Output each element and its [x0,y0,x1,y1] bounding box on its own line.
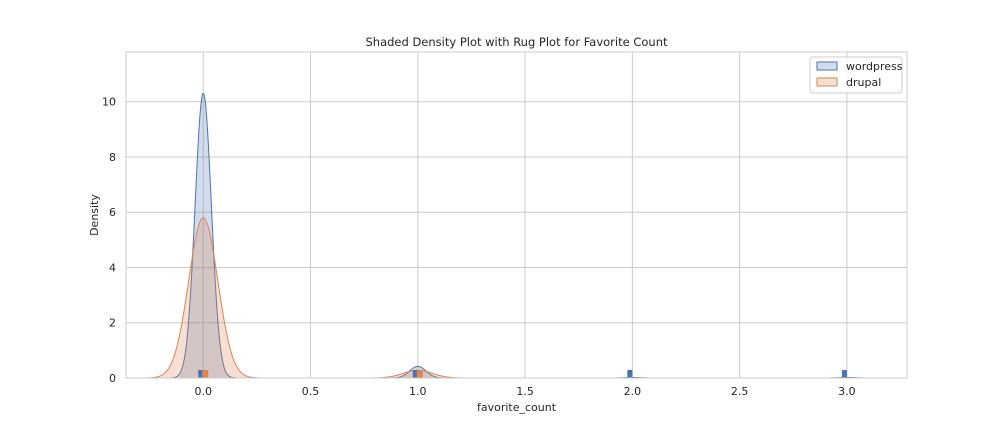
legend-label-wordpress: wordpress [846,60,903,73]
legend-swatch-drupal [816,77,838,87]
legend-box [809,56,903,94]
x-tick-label: 0.0 [194,385,212,398]
y-tick-label: 6 [109,206,116,219]
rug-mark-drupal [417,370,423,378]
x-tick-label: 3.0 [838,385,856,398]
x-tick-label: 1.5 [516,385,534,398]
x-tick-label: 1.0 [409,385,427,398]
x-axis-ticks: 0.0 0.5 1.0 1.5 2.0 2.5 3.0 [194,385,855,398]
y-tick-label: 0 [109,372,116,385]
rug-mark-wordpress [412,370,418,378]
rug-mark-wordpress [627,370,633,378]
rug-plot [198,370,847,378]
x-tick-label: 2.0 [624,385,642,398]
chart-title: Shaded Density Plot with Rug Plot for Fa… [365,35,667,49]
rug-mark-drupal [203,370,209,378]
y-axis-ticks: 0 2 4 6 8 10 [102,96,116,385]
rug-overlap-mark [416,370,419,378]
y-tick-label: 8 [109,151,116,164]
legend: wordpress drupal [809,56,903,94]
plot-frame [125,51,908,379]
y-axis-label: Density [88,194,101,236]
x-axis-label: favorite_count [477,401,557,414]
y-tick-label: 10 [102,96,116,109]
density-area-drupal [144,217,477,378]
legend-swatch-wordpress [816,61,838,71]
rug-mark-wordpress [841,370,847,378]
y-tick-label: 2 [109,317,116,330]
x-tick-label: 2.5 [731,385,749,398]
y-tick-label: 4 [109,261,116,274]
legend-label-drupal: drupal [846,76,881,89]
rug-overlap-mark [202,370,205,378]
rug-mark-wordpress [198,370,204,378]
x-tick-label: 0.5 [302,385,320,398]
